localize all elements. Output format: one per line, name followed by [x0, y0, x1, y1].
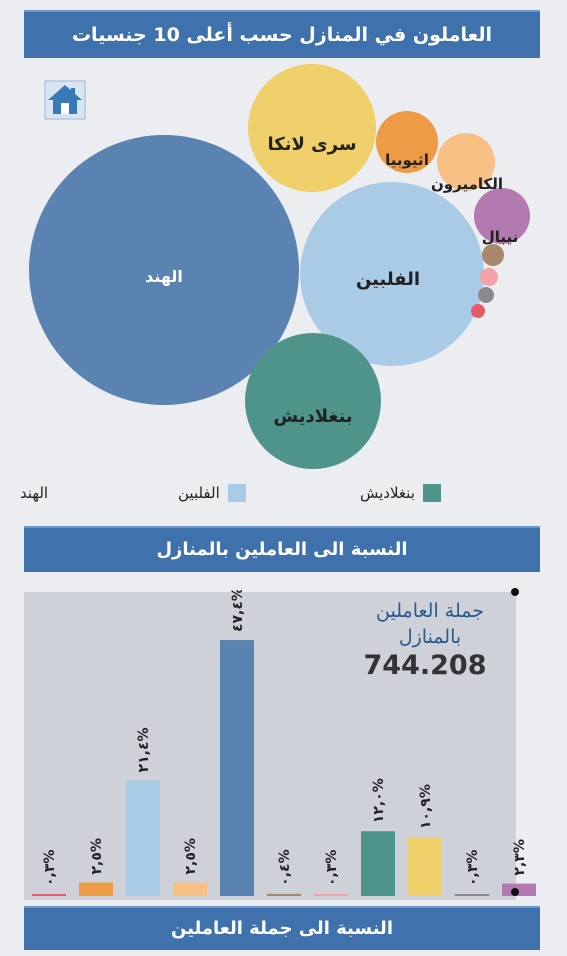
bubble-6 [437, 133, 495, 191]
bar-3 [126, 780, 160, 896]
bubble-3 [245, 333, 381, 469]
bar-5 [220, 640, 254, 896]
home-icon[interactable] [44, 80, 86, 120]
bubble-5 [376, 111, 438, 173]
bubble-chart: الهند الفلبين بنغلاديش سرى لانكا اثيوبياالكا… [29, 64, 530, 469]
bar-1 [32, 894, 66, 896]
bar-7 [314, 894, 348, 896]
bubble-11 [471, 304, 485, 318]
legend-item-bangladesh: بنغلاديش [360, 480, 441, 506]
total-workers-value: 744.208 [363, 650, 487, 681]
legend-item-india: الهند [20, 480, 48, 506]
bar-label-9: ١٠,٩% [418, 784, 434, 829]
bubble-9 [480, 268, 498, 286]
ratio-banner: النسبة الى العاملين بالمنازل [24, 526, 540, 572]
bar-label-8: ١٢,٠% [371, 778, 387, 823]
bar-label-1: ٠,٣% [42, 850, 58, 886]
bubble-label-6: الكاميرون [431, 175, 503, 193]
legend-swatch-philippines [227, 484, 246, 502]
total-workers-label: جملة العاملين بالمنازل [376, 600, 484, 648]
bottom-banner: النسبة الى جملة العاملين [24, 906, 540, 950]
legend-label-india: الهند [20, 484, 49, 502]
ratio-banner-title: النسبة الى العاملين بالمنازل [156, 539, 408, 560]
bar-10 [455, 894, 489, 896]
bubble-label-5: اثيوبيا [385, 151, 429, 169]
bubble-4 [248, 64, 376, 192]
bubble-label-7: نيبال [482, 228, 519, 246]
bubble-label-2: الفلبين [356, 269, 420, 290]
bar-label-11: ٢,٣% [512, 839, 528, 875]
bar-11 [502, 883, 536, 896]
bubble-2 [300, 182, 484, 366]
bar-chart: ٠,٣% ٢,٥% ٢١,٤% ٢,٥% ٤٧,٤% ٠,٤% ٠,٣% ١٢,٠% ١٠,٩%… [32, 590, 536, 896]
home-icon-graphic [44, 80, 86, 120]
marker-dot-bottom [511, 888, 519, 896]
bubble-label-4: سرى لانكا [267, 134, 356, 155]
legend-label-bangladesh: بنغلاديش [360, 484, 415, 502]
bar-9 [408, 837, 442, 896]
bar-6 [267, 893, 301, 896]
bubble-1 [29, 135, 299, 405]
bottom-banner-title: النسبة الى جملة العاملين [171, 918, 393, 939]
marker-dot-top [511, 588, 519, 596]
bar-label-5: ٤٧,٤% [230, 590, 246, 632]
bubble-10 [478, 287, 494, 303]
chart-title-banner: العاملون في المنازل حسب أعلى 10 جنسيات [24, 10, 540, 58]
bubble-label-3: بنغلاديش [273, 406, 352, 427]
bar-label-4: ٢,٥% [183, 838, 199, 874]
legend-label-philippines: الفلبين [178, 484, 220, 502]
bar-label-2: ٢,٥% [89, 838, 105, 874]
bar-8 [361, 831, 395, 896]
bar-2 [79, 882, 113, 896]
bar-label-6: ٠,٤% [277, 849, 293, 885]
bubble-label-1: الهند [145, 267, 183, 286]
bar-label-3: ٢١,٤% [136, 727, 152, 772]
legend-swatch-bangladesh [422, 484, 441, 502]
chart-title: العاملون في المنازل حسب أعلى 10 جنسيات [71, 24, 493, 46]
bar-label-7: ٠,٣% [324, 850, 340, 886]
bubble-7 [474, 188, 530, 244]
legend-item-philippines: الفلبين [178, 480, 246, 506]
bubble-8 [482, 244, 504, 266]
bar-label-10: ٠,٣% [465, 850, 481, 886]
bar-4 [173, 882, 207, 896]
